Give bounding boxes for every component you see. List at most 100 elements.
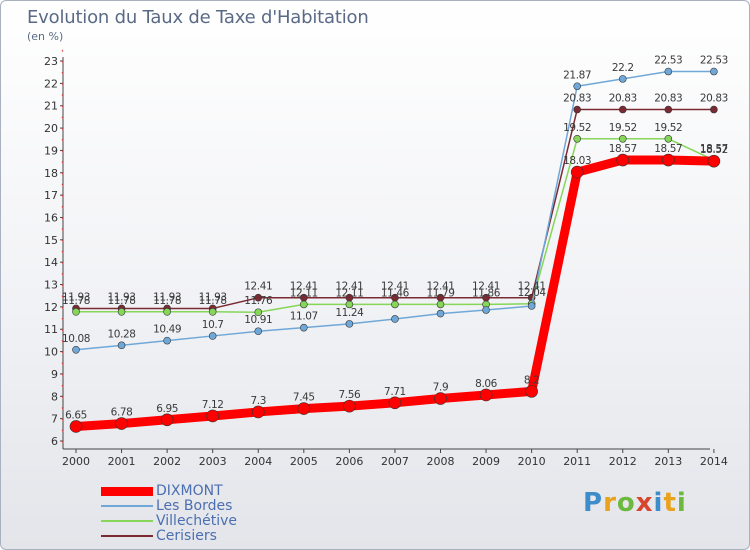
data-label: 19.52 xyxy=(654,122,682,134)
data-label: 11.78 xyxy=(62,295,90,307)
data-point xyxy=(300,323,308,332)
logo-letter: r xyxy=(603,488,617,518)
data-label: 11.86 xyxy=(472,287,501,299)
data-point xyxy=(664,67,673,76)
axis-dash xyxy=(61,440,64,444)
data-label: 21.87 xyxy=(563,69,591,81)
data-point xyxy=(618,134,627,143)
data-point xyxy=(297,402,311,415)
axis-dash xyxy=(61,317,64,321)
data-point xyxy=(345,300,354,309)
data-label: 19.52 xyxy=(609,122,637,134)
axis-dash xyxy=(61,340,64,343)
data-label: 19.52 xyxy=(563,122,591,134)
data-point xyxy=(300,300,308,309)
data-point xyxy=(436,309,445,318)
logo-letter: i xyxy=(653,488,664,518)
data-label: 18.57 xyxy=(700,143,728,155)
axis-dash xyxy=(61,261,64,265)
data-point xyxy=(72,345,80,354)
data-point xyxy=(254,327,263,336)
axis-dash xyxy=(61,71,64,75)
data-point xyxy=(69,420,83,433)
axis-dash xyxy=(61,239,64,243)
data-label: 7.71 xyxy=(384,386,406,398)
data-label: 11.76 xyxy=(244,295,273,307)
x-tick-label: 2006 xyxy=(335,455,363,468)
data-label: 10.08 xyxy=(62,333,90,345)
proxiti-logo: Proxiti xyxy=(583,488,687,518)
logo-letter: i xyxy=(676,488,687,518)
y-tick-label: 14 xyxy=(44,256,58,269)
axis-dash xyxy=(61,105,64,108)
axis-dash xyxy=(61,407,64,410)
data-label: 7.3 xyxy=(251,395,267,407)
data-label: 18.57 xyxy=(609,143,637,155)
axis-dash xyxy=(61,127,64,131)
x-tick-label: 2011 xyxy=(563,455,591,468)
data-point xyxy=(117,341,126,350)
legend-label: Les Bordes xyxy=(156,498,233,514)
x-tick-label: 2001 xyxy=(108,455,136,468)
y-tick-label: 21 xyxy=(44,100,58,113)
data-label: 12.41 xyxy=(472,281,500,293)
data-point xyxy=(251,405,265,419)
legend-label: Villechétive xyxy=(156,513,238,529)
data-label: 12.04 xyxy=(518,287,547,299)
data-label: 12.11 xyxy=(290,287,318,299)
x-tick-label: 2005 xyxy=(290,455,318,468)
x-tick-label: 2008 xyxy=(427,455,455,468)
data-label: 10.28 xyxy=(108,328,136,340)
data-point xyxy=(527,302,536,310)
data-label: 12.11 xyxy=(335,287,363,299)
axis-dash xyxy=(61,273,64,276)
legend-swatch xyxy=(101,486,153,496)
axis-dash xyxy=(61,429,64,433)
axis-dash xyxy=(61,396,64,399)
x-tick-label: 2014 xyxy=(700,455,728,468)
data-point xyxy=(254,308,263,317)
data-point xyxy=(482,306,490,314)
data-label: 12.41 xyxy=(426,281,454,293)
y-tick-label: 11 xyxy=(44,323,58,336)
data-point xyxy=(618,105,627,114)
data-point xyxy=(163,336,171,345)
data-point xyxy=(163,307,171,316)
data-label: 18.03 xyxy=(563,155,591,167)
legend-swatch xyxy=(101,505,153,507)
data-point xyxy=(115,417,128,430)
axis-dash xyxy=(61,206,64,209)
data-label: 22.53 xyxy=(700,55,728,67)
axis-dash xyxy=(61,373,64,377)
data-point xyxy=(343,399,356,413)
data-point xyxy=(570,165,584,179)
data-point xyxy=(391,300,399,309)
axis-dash xyxy=(61,116,64,120)
x-tick-label: 2003 xyxy=(199,455,227,468)
x-tick-label: 2009 xyxy=(472,455,500,468)
data-label: 6.78 xyxy=(111,407,133,419)
axis-dash xyxy=(61,228,64,231)
y-tick-label: 15 xyxy=(44,234,58,247)
data-point xyxy=(618,75,627,83)
data-point xyxy=(117,307,126,316)
data-label: 20.83 xyxy=(654,93,682,105)
x-tick-label: 2004 xyxy=(244,455,272,468)
data-label: 10.49 xyxy=(153,324,181,336)
data-point xyxy=(707,154,721,168)
data-label: 7.56 xyxy=(338,389,360,401)
x-tick-label: 2010 xyxy=(518,455,546,468)
data-label: 20.83 xyxy=(563,93,591,105)
y-tick-label: 9 xyxy=(51,368,58,381)
data-label: 11.78 xyxy=(199,295,227,307)
data-point xyxy=(479,388,493,402)
data-label: 11.93 xyxy=(199,291,227,303)
data-label: 22.2 xyxy=(612,62,634,74)
y-tick-label: 8 xyxy=(51,390,58,403)
chart-title: Evolution du Taux de Taxe d'Habitation xyxy=(27,7,369,28)
axis-dash xyxy=(61,49,64,53)
logo-letter: t xyxy=(663,488,677,518)
data-point xyxy=(573,134,581,143)
data-label: 18.57 xyxy=(654,143,682,155)
x-tick-label: 2012 xyxy=(609,455,637,468)
